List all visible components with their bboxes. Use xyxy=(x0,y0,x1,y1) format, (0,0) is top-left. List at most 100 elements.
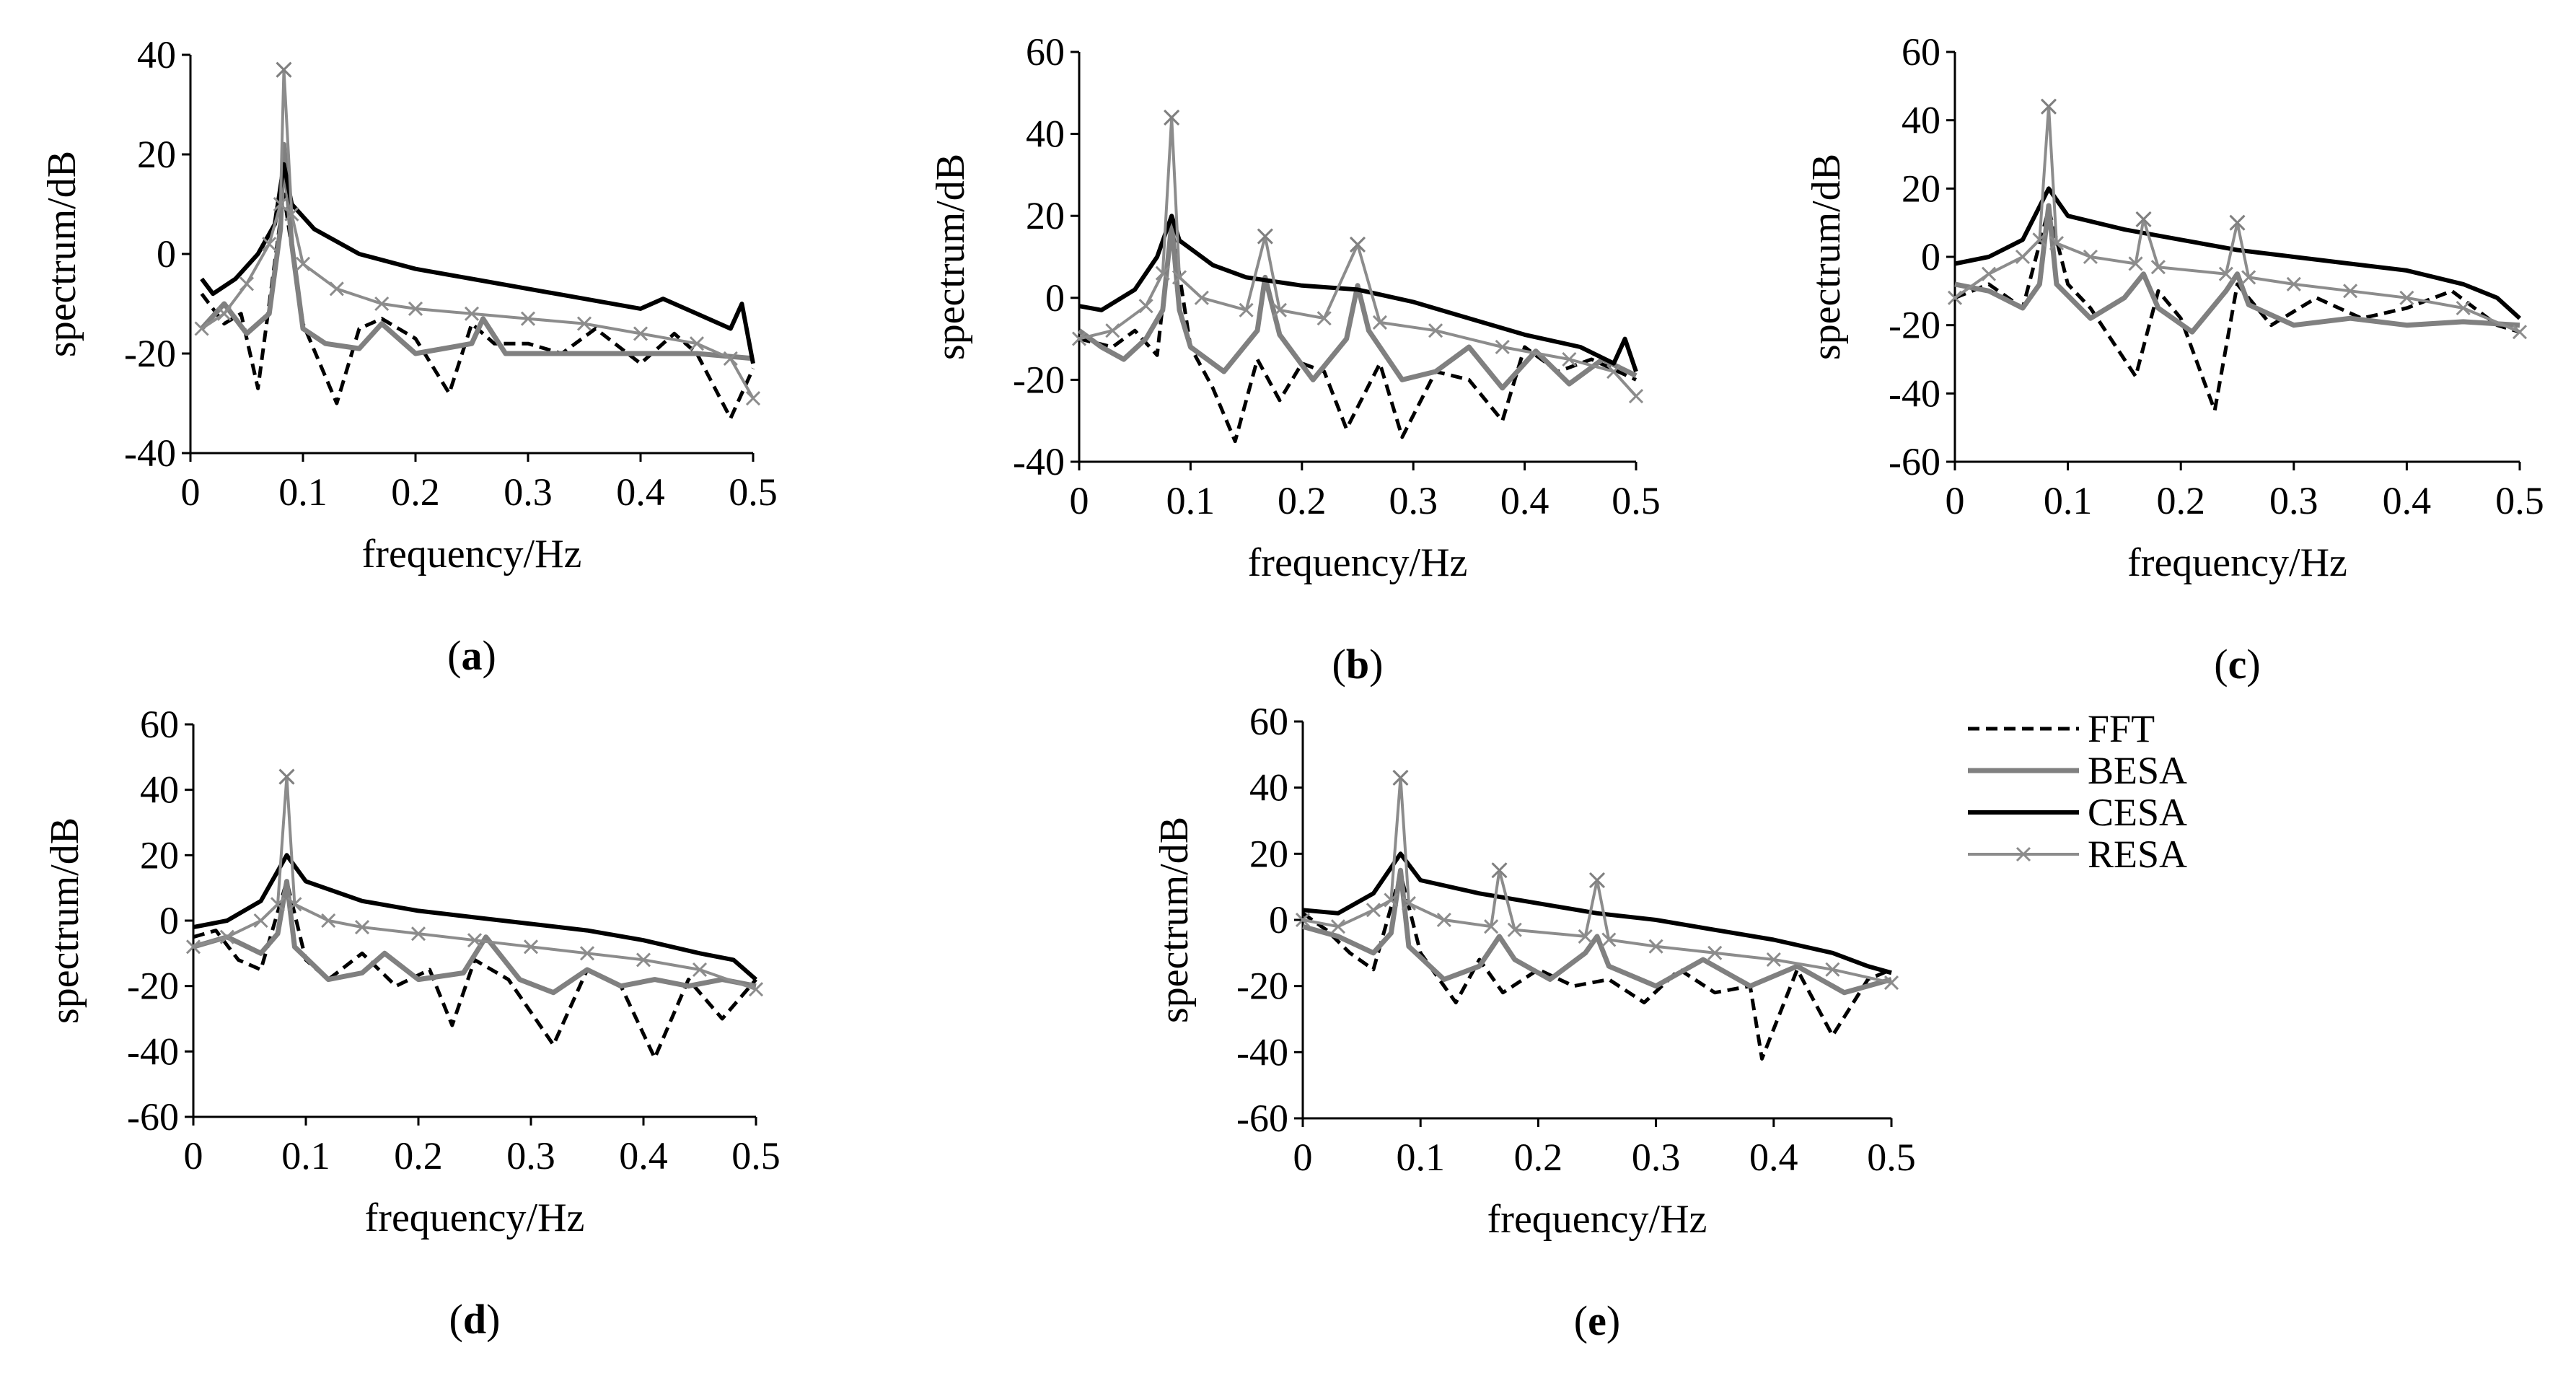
panel-label-letter: a xyxy=(462,632,483,679)
x-tick-label: 0.2 xyxy=(1278,479,1327,522)
peak-marker xyxy=(1349,236,1366,253)
x-tick-label: 0.2 xyxy=(2156,479,2205,522)
x-tick-label: 0.2 xyxy=(394,1134,443,1177)
y-tick-label: 20 xyxy=(137,133,176,176)
legend-label-besa: BESA xyxy=(2088,749,2187,792)
series-point-resa xyxy=(185,939,201,955)
y-tick-label: 60 xyxy=(1902,30,1940,74)
series-point-resa xyxy=(2241,270,2256,285)
series-point-resa xyxy=(1601,932,1617,947)
panel-label: (a) xyxy=(447,632,496,679)
series-point-resa xyxy=(253,913,268,929)
series-point-resa xyxy=(1330,919,1346,934)
series-point-resa xyxy=(1372,315,1387,330)
y-tick-label: 0 xyxy=(1045,276,1065,320)
y-tick-label: 40 xyxy=(140,768,179,812)
x-tick-label: 0.1 xyxy=(1396,1136,1445,1179)
series-line-besa xyxy=(1077,221,1638,391)
series-point-resa xyxy=(1578,929,1593,944)
x-tick-label: 0 xyxy=(1946,479,1965,522)
peak-marker xyxy=(1588,872,1606,889)
y-tick-label: -40 xyxy=(1013,440,1065,483)
series-line-resa xyxy=(1953,105,2520,333)
x-tick-label: 0.3 xyxy=(504,470,553,514)
series-point-resa xyxy=(723,351,738,366)
panel-label-close: ) xyxy=(486,1296,500,1343)
series-point-resa xyxy=(2512,325,2528,340)
series-point-resa xyxy=(1105,323,1120,338)
chart-panel-e: -60 -40 -20 0 20 40 60 0 0.1 0.2 0.3 0.4 0.5 frequenc… xyxy=(1152,700,1916,1344)
series-point-resa xyxy=(1883,975,1899,991)
y-tick-label: -20 xyxy=(1013,358,1065,401)
series-line-cesa xyxy=(200,162,755,364)
series-point-resa xyxy=(1384,892,1399,908)
series-point-resa xyxy=(636,952,651,968)
series-point-resa xyxy=(1171,270,1187,285)
y-tick-label: 0 xyxy=(1269,898,1288,942)
x-tick-label: 0 xyxy=(181,470,201,514)
y-tick-label: 20 xyxy=(1026,194,1065,237)
series-point-resa xyxy=(2128,256,2143,271)
y-tick-label: 60 xyxy=(1026,30,1065,74)
series-line-cesa xyxy=(1954,186,2522,320)
y-axis-title: spectrum/dB xyxy=(1152,817,1197,1023)
series-point-resa xyxy=(2049,236,2065,251)
series-point-resa xyxy=(2083,249,2098,265)
series-point-resa xyxy=(1484,919,1499,934)
series-point-resa xyxy=(374,296,390,312)
series-point-resa xyxy=(1155,266,1170,281)
series-point-resa xyxy=(2015,249,2031,265)
panel-label: (e) xyxy=(1574,1297,1620,1344)
series-point-resa xyxy=(523,939,539,955)
series-point-resa xyxy=(1366,903,1381,918)
panel-label: (c) xyxy=(2214,641,2260,688)
y-tick-label: -40 xyxy=(127,1030,179,1073)
panel-label-close: ) xyxy=(1369,641,1383,688)
y-tick-label: -40 xyxy=(124,431,176,475)
series-point-resa xyxy=(2150,260,2166,275)
series-point-resa xyxy=(270,897,286,912)
series-point-resa xyxy=(1648,939,1663,954)
x-axis-title: frequency/Hz xyxy=(1487,1197,1707,1242)
x-tick-label: 0 xyxy=(1070,479,1089,522)
x-tick-label: 0.2 xyxy=(1514,1136,1563,1179)
series-point-resa xyxy=(2343,284,2358,299)
series-point-resa xyxy=(262,237,277,252)
x-tick-label: 0.5 xyxy=(731,1134,781,1177)
series-line-resa xyxy=(201,68,755,400)
series-point-resa xyxy=(1295,912,1311,928)
y-axis-title: spectrum/dB xyxy=(928,154,973,360)
x-tick-label: 0.2 xyxy=(391,470,440,514)
x-tick-label: 0.3 xyxy=(1632,1136,1681,1179)
series-point-resa xyxy=(2399,290,2414,305)
x-tick-label: 0.1 xyxy=(2044,479,2093,522)
series-point-resa xyxy=(354,920,370,935)
series-point-resa xyxy=(329,281,344,297)
series-point-resa xyxy=(410,926,426,942)
series-point-resa xyxy=(2218,266,2233,281)
legend-label-resa: RESA xyxy=(2088,833,2187,876)
series-point-resa xyxy=(1766,952,1781,968)
series-point-resa xyxy=(1507,922,1522,937)
x-tick-label: 0.4 xyxy=(619,1134,668,1177)
y-tick-label: -40 xyxy=(1889,372,1940,415)
series-point-resa xyxy=(295,256,311,271)
series-point-resa xyxy=(1071,331,1087,346)
panel-label-open: ( xyxy=(1574,1297,1588,1344)
chart-panel-a: -40 -20 0 20 40 0 0.1 0.2 0.3 0.4 0.5 frequency/Hz s… xyxy=(40,33,778,679)
chart-panel-d: -60 -40 -20 0 20 40 60 0 0.1 0.2 0.3 0.4 0.5 frequenc… xyxy=(43,703,781,1343)
series-point-resa xyxy=(321,913,336,929)
y-tick-label: -60 xyxy=(1889,440,1940,483)
x-axis-title: frequency/Hz xyxy=(362,532,582,576)
series-point-resa xyxy=(1606,364,1622,380)
peak-marker xyxy=(2135,211,2152,227)
series-line-resa xyxy=(1078,115,1638,398)
panel-label-open: ( xyxy=(447,632,461,679)
series-line-fft xyxy=(200,192,755,421)
x-tick-label: 0.5 xyxy=(1612,479,1661,522)
series-point-resa xyxy=(287,897,302,912)
panel-label-open: ( xyxy=(1332,641,1346,688)
panel-label-open: ( xyxy=(2214,641,2228,688)
series-point-resa xyxy=(216,306,232,321)
